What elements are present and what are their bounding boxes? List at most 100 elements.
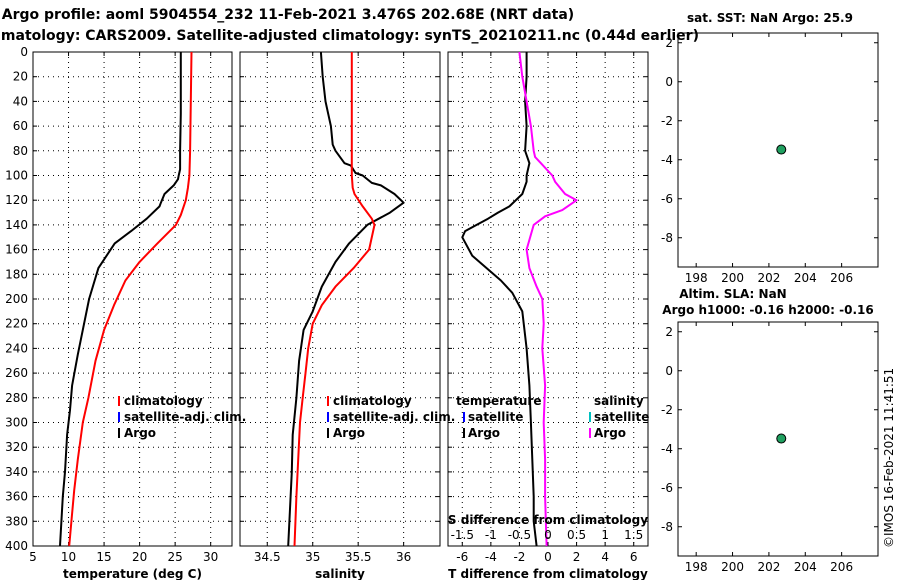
salinity-panel: 34.5 35 35.5 36 salinity climatology satellite… [239, 51, 455, 580]
y-tick-label: 240 [5, 341, 28, 355]
y-tick-label: 300 [5, 416, 28, 430]
y-tick-label: -2 [661, 403, 673, 417]
y-tick-label: -4 [661, 442, 673, 456]
x-tick-label: 25 [168, 550, 183, 564]
x-tick-label: 4 [601, 550, 609, 564]
sla-map-panel: 198 200 202 204 206 2 0 -2 -4 -6 -8 [661, 321, 879, 574]
y-tick-label: 2 [665, 325, 673, 339]
y-tick-label: 0 [665, 75, 673, 89]
y-tick-label: -8 [661, 231, 673, 245]
legend-label: satellite [468, 410, 523, 424]
series-line-argo [287, 51, 405, 547]
x-tick-label: 34.5 [254, 550, 281, 564]
y-tick-label: 180 [5, 267, 28, 281]
legend-label: satellite-adj. clim. [124, 410, 246, 424]
y-tick-label: 100 [5, 169, 28, 183]
y-tick-label: 340 [5, 465, 28, 479]
x-tick-label: 200 [721, 560, 744, 574]
imos-credit: ©IMOS 16-Feb-2021 11:41:51 [882, 368, 896, 548]
y-tick-label: 200 [5, 292, 28, 306]
series-line-argo [59, 52, 182, 547]
y-tick-label: -4 [661, 153, 673, 167]
x-tick-label: 20 [132, 550, 147, 564]
difference-panel: -6 -4 -2 0 2 4 6 T difference from climatology t… [447, 51, 649, 580]
x-axis-label: T difference from climatology [448, 567, 648, 580]
y-tick-label: 2 [665, 36, 673, 50]
axes-frame [677, 32, 879, 268]
legend-label: temperature [456, 394, 541, 408]
y-tick-label: 280 [5, 391, 28, 405]
y-tick-label: 80 [13, 144, 28, 158]
x-tick-label: 35.5 [345, 550, 372, 564]
x-tick-label: 202 [757, 560, 780, 574]
x-tick-label-s: 1.5 [624, 528, 643, 542]
y-tick-label: 120 [5, 193, 28, 207]
x-tick-label: 206 [830, 271, 853, 285]
y-tick-label: 60 [13, 119, 28, 133]
legend-label: Argo [124, 426, 156, 440]
y-tick-label: 380 [5, 514, 28, 528]
x-axis-label: temperature (deg C) [63, 567, 202, 580]
sla-title-2: Argo h1000: -0.16 h2000: -0.16 [662, 303, 873, 317]
sla-title-1: Altim. SLA: NaN [679, 287, 786, 301]
sst-title: sat. SST: NaN Argo: 25.9 [687, 11, 853, 25]
x-tick-label-s: -1 [485, 528, 497, 542]
temperature-panel: 5 10 15 20 25 3002040608010012014016018020022… [5, 45, 246, 580]
x-tick-label: 15 [96, 550, 111, 564]
x-tick-label-s: -0.5 [508, 528, 531, 542]
legend-label: Argo [594, 426, 626, 440]
y-tick-label: 360 [5, 490, 28, 504]
x-tick-label: 202 [757, 271, 780, 285]
series-line-s-difference [518, 51, 578, 547]
y-tick-label: 20 [13, 70, 28, 84]
y-tick-label: -6 [661, 192, 673, 206]
sst-map-panel: 198 200 202 204 206 2 0 -2 -4 -6 -8 [661, 32, 879, 285]
y-tick-label: 400 [5, 539, 28, 553]
y-tick-label: 140 [5, 218, 28, 232]
y-tick-label: 260 [5, 366, 28, 380]
x-tick-label-s: 1 [601, 528, 609, 542]
x-tick-label: 206 [830, 560, 853, 574]
legend-label: Argo [468, 426, 500, 440]
legend-label: satellite [594, 410, 649, 424]
series-line-climatology [293, 52, 376, 547]
x-tick-label: 30 [203, 550, 218, 564]
x-tick-label: 204 [794, 560, 817, 574]
y-tick-label: -8 [661, 520, 673, 534]
legend-label: climatology [333, 394, 412, 408]
x-tick-label: 35 [305, 550, 320, 564]
title-line-2: Climatology: CARS2009. Satellite-adjuste… [0, 28, 699, 44]
x-tick-label-s: -1.5 [451, 528, 474, 542]
x-tick-label: 198 [685, 271, 708, 285]
x-tick-label: -4 [485, 550, 497, 564]
argo-location-marker [776, 433, 787, 444]
y-tick-label: 40 [13, 94, 28, 108]
x-tick-label: 200 [721, 271, 744, 285]
axes-frame [32, 51, 233, 547]
axes-frame [677, 321, 879, 557]
legend-label: satellite-adj. clim. [333, 410, 455, 424]
x-tick-label: 5 [29, 550, 37, 564]
x-tick-label: 198 [685, 560, 708, 574]
x-tick-label: 6 [630, 550, 638, 564]
series-line-t-difference [461, 52, 538, 547]
legend-label: salinity [594, 394, 644, 408]
x-tick-label: -2 [513, 550, 525, 564]
x-tick-label-s: 0.5 [567, 528, 586, 542]
y-tick-label: 0 [665, 364, 673, 378]
x-tick-label: 204 [794, 271, 817, 285]
y-tick-label: -2 [661, 114, 673, 128]
y-tick-label: -6 [661, 481, 673, 495]
legend-label: climatology [124, 394, 203, 408]
x-tick-label: 36 [396, 550, 411, 564]
title-line-1: Argo profile: aoml 5904554_232 11-Feb-20… [2, 7, 574, 23]
y-tick-label: 220 [5, 317, 28, 331]
y-tick-label: 320 [5, 440, 28, 454]
legend-label: Argo [333, 426, 365, 440]
x-axis-label: salinity [315, 567, 365, 580]
x-axis-label-top: S difference from climatology [448, 513, 648, 527]
series-line-climatology [68, 51, 193, 547]
x-tick-label: 0 [544, 550, 552, 564]
x-tick-label: 10 [61, 550, 76, 564]
x-tick-label: 2 [573, 550, 581, 564]
